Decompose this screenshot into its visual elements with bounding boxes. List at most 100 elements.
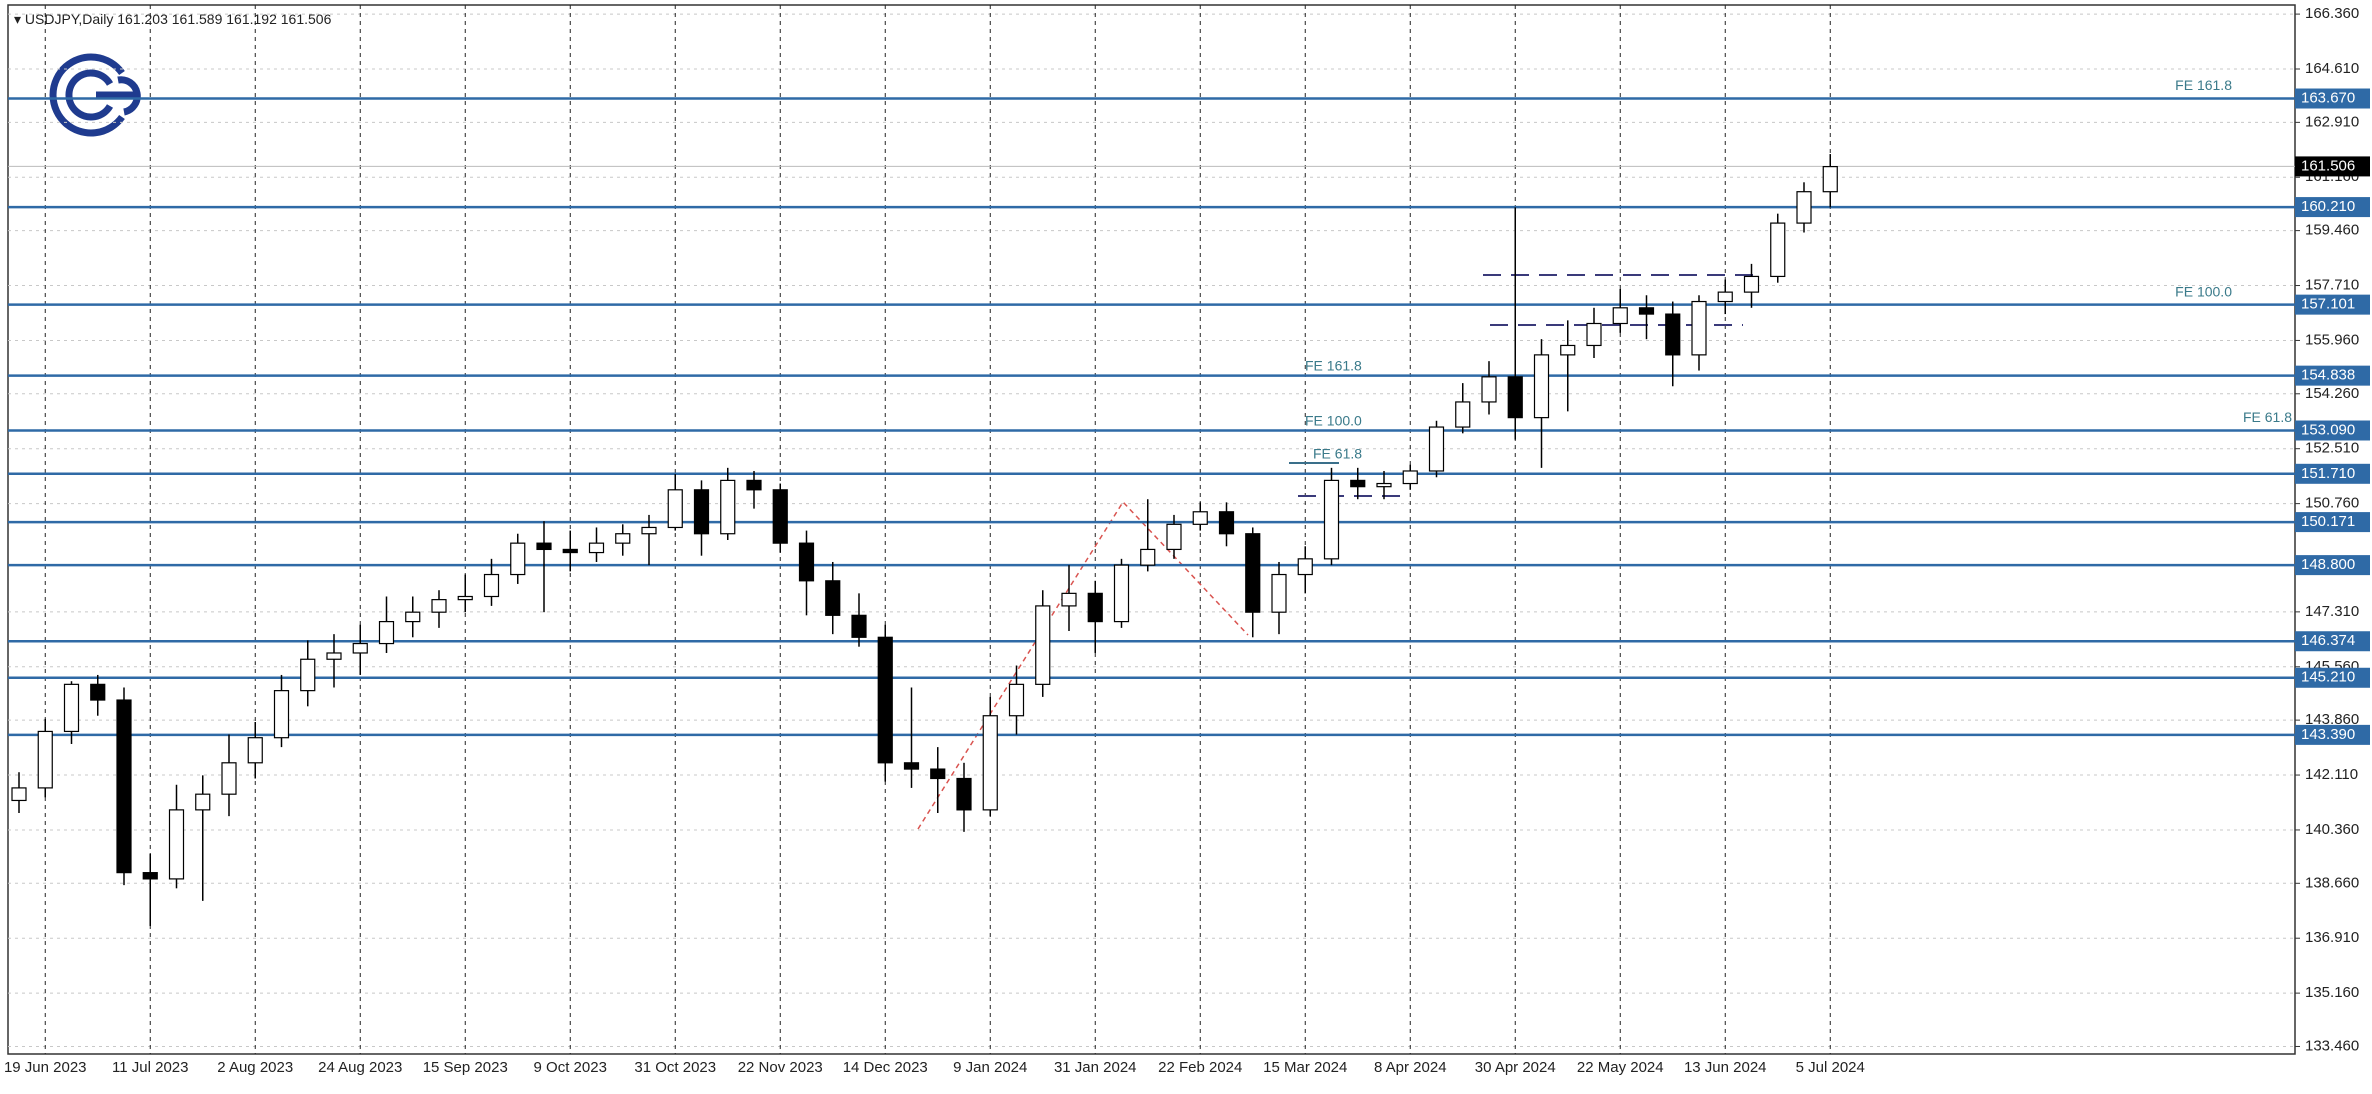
candle-body — [90, 683, 106, 701]
y-tick-label: 155.960 — [2305, 331, 2359, 348]
candle-body — [1402, 470, 1418, 485]
x-tick-label: 19 Jun 2023 — [4, 1059, 87, 1076]
y-tick-label: 152.510 — [2305, 440, 2359, 457]
candle-body — [1638, 307, 1655, 315]
y-tick-label: 138.660 — [2305, 874, 2359, 891]
level-tag — [2295, 294, 2370, 315]
candle-body — [378, 620, 395, 645]
candle-body — [1743, 275, 1760, 293]
logo-inner — [65, 69, 114, 121]
candle-body — [1271, 573, 1287, 613]
level-label: 163.670 — [2301, 89, 2355, 106]
annotation: FE 100.0 — [1305, 413, 1362, 429]
candle-body — [1113, 564, 1130, 623]
candle-body — [720, 479, 736, 535]
candle-body — [982, 715, 998, 811]
level-tag — [2295, 197, 2370, 218]
candle-body — [273, 690, 290, 739]
level-label: 151.710 — [2301, 465, 2355, 482]
candle-body — [483, 573, 500, 598]
candle-body — [326, 652, 342, 660]
candle-body — [667, 489, 683, 529]
y-tick-label: 133.460 — [2305, 1037, 2359, 1054]
candle-body — [37, 730, 53, 789]
x-tick-label: 5 Jul 2024 — [1796, 1059, 1865, 1076]
level-tag — [2295, 667, 2370, 688]
candle-body — [1481, 376, 1497, 403]
candle-body — [247, 737, 263, 764]
level-tag — [2295, 420, 2370, 441]
candle-body — [1586, 322, 1602, 347]
y-tick-label: 154.260 — [2305, 385, 2359, 402]
x-tick-label: 22 Nov 2023 — [738, 1059, 823, 1076]
candle-body — [1428, 426, 1445, 472]
candle-body — [1192, 511, 1208, 525]
annotation: FE 61.8 — [2243, 409, 2292, 425]
candle-body — [1665, 313, 1681, 356]
level-tag — [2295, 724, 2370, 745]
y-tick-label: 164.610 — [2305, 60, 2359, 77]
candle-body — [300, 658, 316, 692]
candle-body — [63, 683, 80, 733]
level-label: 143.390 — [2301, 726, 2355, 743]
candle-body — [1245, 533, 1261, 613]
candle-body — [956, 777, 972, 811]
candle-body — [431, 599, 447, 613]
header: ▾ USDJPY,Daily 161.203 161.589 161.192 1… — [14, 11, 332, 27]
candle-body — [588, 542, 605, 554]
candle-body — [536, 542, 552, 551]
candle-body — [1140, 548, 1156, 566]
y-tick-label: 159.460 — [2305, 222, 2359, 239]
candle-body — [352, 642, 368, 654]
header-close: 161.506 — [281, 11, 332, 27]
x-tick-label: 30 Apr 2024 — [1475, 1059, 1556, 1076]
candle-body — [195, 793, 211, 811]
level-label: 145.210 — [2301, 669, 2355, 686]
candle-body — [903, 762, 920, 770]
price-tag — [2295, 156, 2370, 177]
x-tick-label: 31 Oct 2023 — [634, 1059, 716, 1076]
candle-body — [1612, 307, 1628, 325]
y-tick-label: 143.860 — [2305, 711, 2359, 728]
y-tick-label: 135.160 — [2305, 984, 2359, 1001]
annotation: FE 61.8 — [1313, 446, 1362, 462]
candle-body — [405, 611, 421, 623]
plot-frame — [7, 4, 2296, 1055]
header-open: 161.203 — [117, 11, 168, 27]
candle-body — [221, 762, 237, 795]
level-tag — [2295, 512, 2370, 533]
annotation: FE 161.8 — [2175, 77, 2232, 93]
candle-body — [1796, 191, 1812, 224]
candle-body — [930, 768, 946, 780]
x-tick-label: 15 Sep 2023 — [423, 1059, 508, 1076]
level-tag — [2295, 88, 2370, 109]
candle-body — [1376, 482, 1392, 488]
x-tick-label: 14 Dec 2023 — [843, 1059, 928, 1076]
y-tick-label: 150.760 — [2305, 495, 2359, 512]
annotation: FE 161.8 — [1305, 358, 1362, 374]
candle-body — [772, 489, 788, 544]
annotation: FE 100.0 — [2175, 283, 2232, 299]
y-tick-label: 142.110 — [2305, 766, 2358, 783]
candle-body — [1035, 605, 1051, 685]
y-tick-label: 157.710 — [2305, 276, 2359, 293]
x-tick-label: 8 Apr 2024 — [1374, 1059, 1447, 1076]
y-tick-label: 147.310 — [2305, 603, 2359, 620]
candle-body — [1822, 166, 1838, 193]
candle-body — [562, 548, 578, 554]
candle-body — [1087, 592, 1103, 623]
header-arrow: ▾ — [14, 11, 25, 27]
candle-body — [746, 479, 762, 491]
y-tick-label: 166.360 — [2305, 5, 2359, 22]
x-tick-label: 11 Jul 2023 — [112, 1059, 188, 1076]
level-label: 154.838 — [2301, 367, 2355, 384]
candle-body — [510, 542, 526, 576]
logo-ring — [49, 53, 125, 137]
candle-body — [1717, 291, 1733, 303]
x-tick-label: 24 Aug 2023 — [318, 1059, 402, 1076]
level-label: 157.101 — [2301, 296, 2355, 313]
x-tick-label: 15 Mar 2024 — [1263, 1059, 1347, 1076]
candle-body — [1008, 683, 1025, 717]
x-tick-label: 13 Jun 2024 — [1684, 1059, 1767, 1076]
